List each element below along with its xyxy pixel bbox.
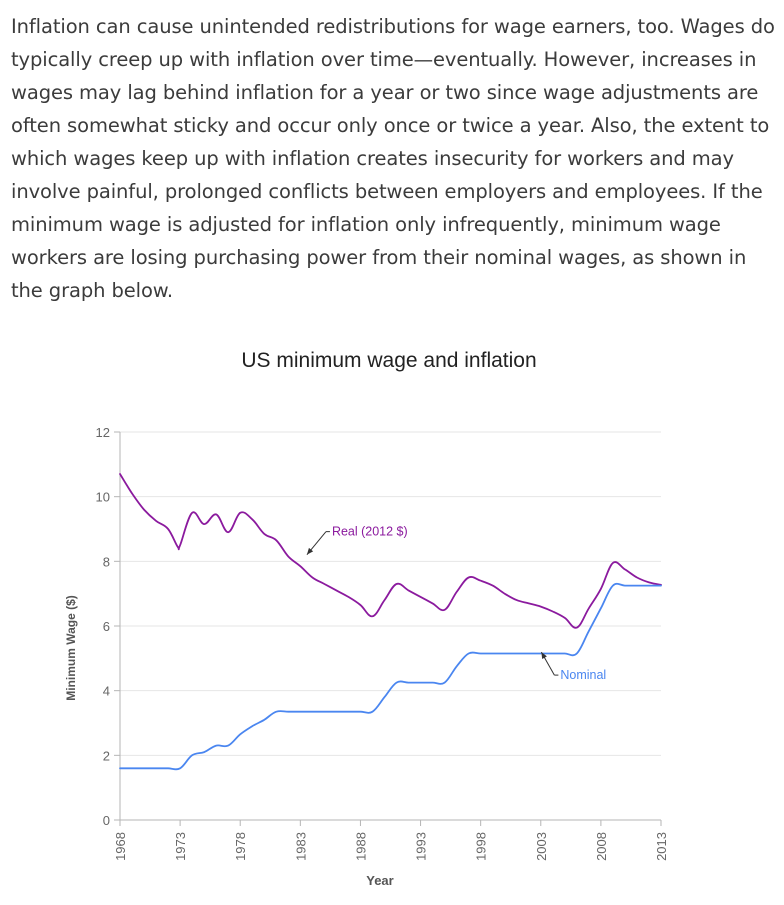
x-tick-label: 1973	[173, 832, 188, 861]
x-tick-label: 1993	[414, 832, 429, 861]
x-tick-label: 1988	[353, 832, 368, 861]
grid	[120, 431, 661, 756]
x-tick-label: 1998	[474, 832, 489, 861]
y-tick-label: 12	[96, 425, 110, 440]
y-tick-label: 8	[103, 554, 110, 569]
annotation-arrow-real	[306, 547, 314, 555]
x-tick-label: 1983	[293, 832, 308, 861]
y-tick-label: 6	[103, 619, 110, 634]
y-axis-label: Minimum Wage ($)	[64, 595, 78, 701]
annotations: Real (2012 $) Nominal	[306, 525, 606, 682]
body-paragraph: Inflation can cause unintended redistrib…	[11, 15, 775, 302]
x-tick-label: 2008	[594, 832, 609, 861]
x-tick-label: 2003	[534, 832, 549, 861]
series-lines	[119, 473, 662, 771]
nominal-series-line	[119, 582, 662, 771]
y-tick-label: 0	[103, 813, 110, 828]
x-tick-label: 1968	[113, 832, 128, 861]
y-tick-label: 10	[96, 490, 110, 505]
annotation-label-real: Real (2012 $)	[332, 525, 408, 539]
x-tick-label: 1978	[233, 832, 248, 861]
axes: 0 2 4 6 8 10 12 1968 1973 1978 1983 1988 1993 1998 200…	[96, 425, 669, 861]
real-series-line	[119, 473, 662, 629]
annotation-label-nominal: Nominal	[560, 668, 606, 682]
wage-chart: US minimum wage and inflation 0 2 4 6 8 10 12 1…	[64, 349, 669, 888]
x-axis-label: Year	[366, 873, 393, 888]
y-tick-label: 2	[103, 748, 110, 763]
chart-title: US minimum wage and inflation	[241, 349, 536, 372]
y-tick-label: 4	[103, 684, 110, 699]
annotation-arrow-nominal	[541, 652, 547, 660]
x-tick-label: 2013	[654, 832, 669, 861]
